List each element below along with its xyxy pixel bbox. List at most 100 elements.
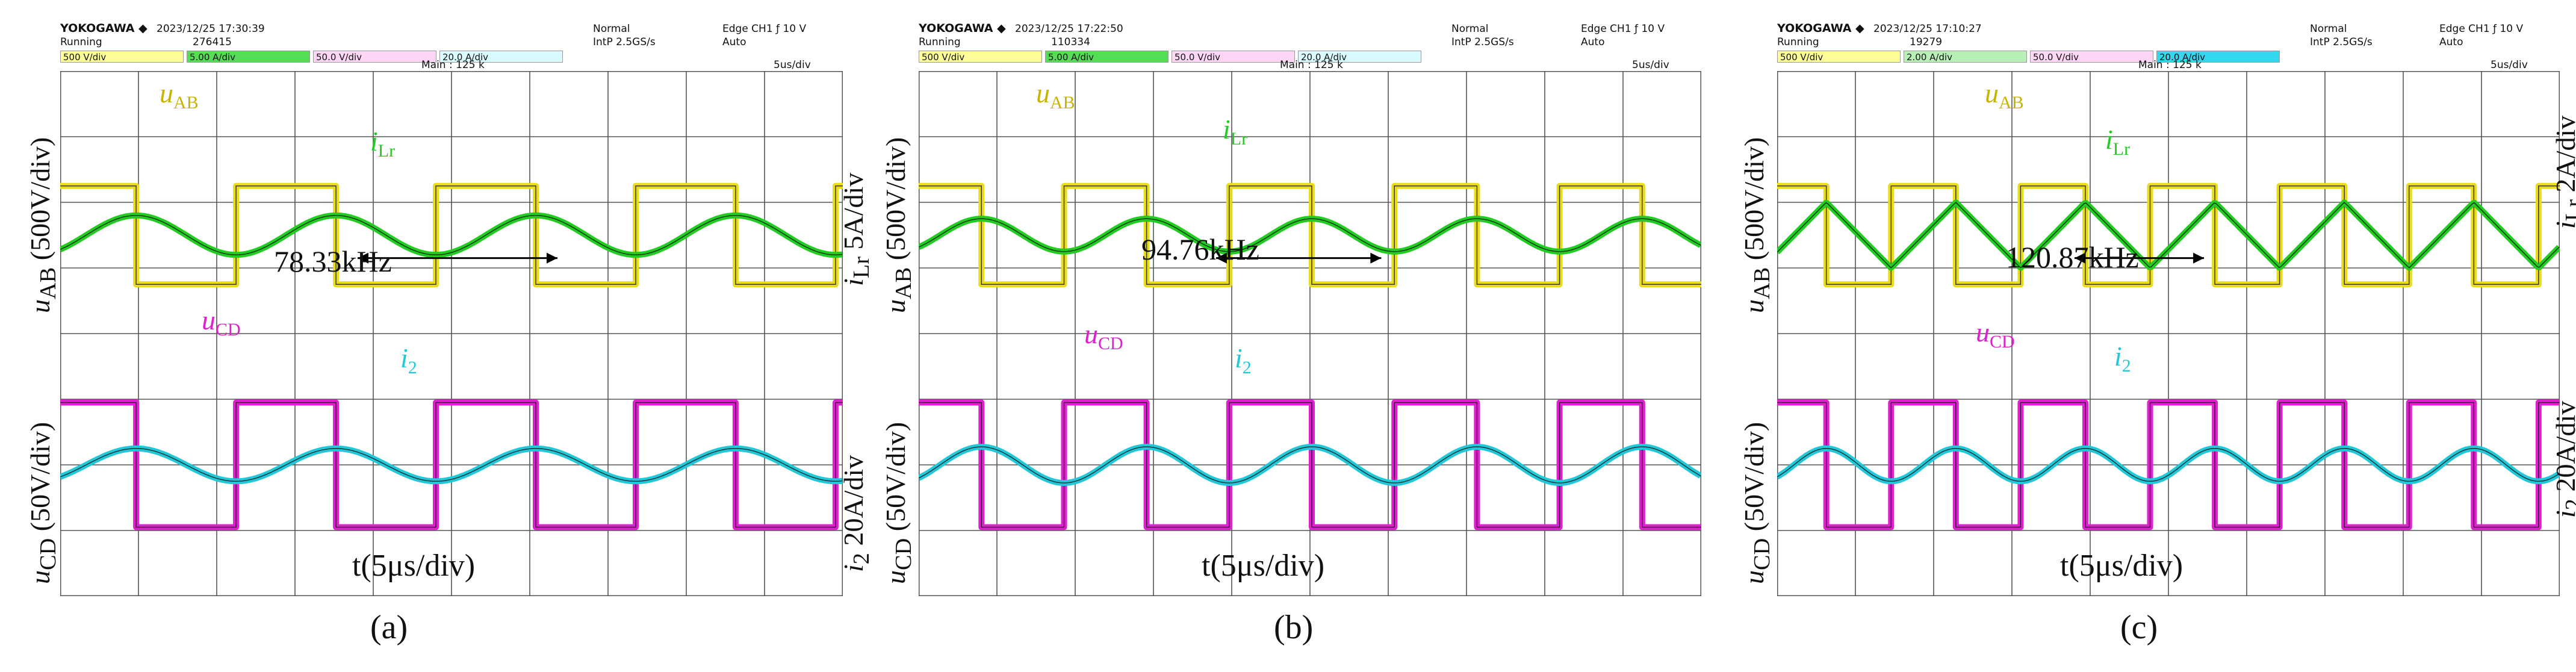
frequency-label: 94.76kHz bbox=[1141, 232, 1259, 266]
frequency-label: 120.87kHz bbox=[2006, 240, 2139, 274]
scope-header: YOKOGAWA ◆ 2023/12/25 17:22:50 Running 1… bbox=[919, 18, 1701, 71]
uab-trace-label: uAB bbox=[1036, 78, 1075, 113]
brand-logo: YOKOGAWA ◆ bbox=[919, 22, 1006, 35]
period-arrow-left-head bbox=[2075, 252, 2085, 264]
series-iLr-centerline bbox=[60, 215, 843, 255]
ch2-scale-box: 5.00 A/div bbox=[1045, 51, 1169, 63]
series-iLr-centerline bbox=[919, 218, 1701, 252]
ch2-scale-box: 2.00 A/div bbox=[1904, 51, 2027, 63]
panel-label: (a) bbox=[370, 609, 408, 646]
acq-mode: Normal bbox=[593, 23, 630, 35]
trigger-auto: Auto bbox=[1581, 36, 1605, 48]
waveform-plot bbox=[60, 71, 843, 596]
ucd-axis-label: uCD (50V/div) bbox=[880, 422, 917, 584]
i2-trace-label: i2 bbox=[400, 343, 417, 378]
sample-rate: IntP 2.5GS/s bbox=[593, 36, 656, 48]
series-uCD-centerline bbox=[60, 402, 843, 528]
waveform-plot bbox=[919, 71, 1701, 596]
i2-trace-label: i2 bbox=[2114, 341, 2131, 376]
main-record-length: Main : 125 k bbox=[421, 59, 485, 71]
period-arrow-right-head bbox=[2193, 252, 2205, 264]
sample-rate: IntP 2.5GS/s bbox=[2310, 36, 2373, 48]
ch2-scale-box: 5.00 A/div bbox=[187, 51, 310, 63]
ucd-trace-label: uCD bbox=[1084, 319, 1123, 354]
panel-label: (b) bbox=[1274, 609, 1314, 646]
uab-axis-label: uAB (500V/div) bbox=[25, 137, 61, 313]
i2-trace-label: i2 bbox=[1235, 343, 1252, 378]
scope-header: YOKOGAWA ◆ 2023/12/25 17:10:27 Running 1… bbox=[1777, 18, 2560, 71]
ilr-axis-label: iLr 2A/div bbox=[2550, 115, 2576, 229]
period-arrow-right-head bbox=[546, 252, 557, 264]
ucd-axis-label: uCD (50V/div) bbox=[1739, 422, 1775, 584]
panel-label: (c) bbox=[2120, 609, 2158, 646]
trigger-auto: Auto bbox=[2439, 36, 2463, 48]
trigger-setting: Edge CH1 ƒ 10 V bbox=[722, 23, 807, 35]
brand-logo: YOKOGAWA ◆ bbox=[1777, 22, 1864, 35]
trigger-setting: Edge CH1 ƒ 10 V bbox=[1581, 23, 1665, 35]
trigger-auto: Auto bbox=[722, 36, 746, 48]
series-i2-centerline bbox=[919, 446, 1701, 484]
uab-trace-label: uAB bbox=[1985, 78, 2024, 113]
ch4-scale-box: 20.0 A/div bbox=[439, 51, 563, 63]
uab-axis-label: uAB (500V/div) bbox=[1739, 137, 1775, 313]
acq-mode: Normal bbox=[2310, 23, 2347, 35]
acq-mode: Normal bbox=[1451, 23, 1489, 35]
x-axis-label: t(5μs/div) bbox=[1202, 549, 1325, 583]
frequency-label: 78.33kHz bbox=[274, 244, 392, 278]
series-uAB-centerline bbox=[919, 185, 1701, 285]
ucd-trace-label: uCD bbox=[202, 305, 241, 340]
status-text: Running bbox=[919, 36, 961, 48]
timebase-readout: 5us/div bbox=[2491, 59, 2528, 71]
timestamp: 2023/12/25 17:30:39 bbox=[157, 23, 265, 35]
uab-trace-label: uAB bbox=[160, 78, 199, 113]
uab-axis-label: uAB (500V/div) bbox=[880, 137, 917, 313]
oscilloscope-screen: YOKOGAWA ◆ 2023/12/25 17:10:27 Running 1… bbox=[1777, 18, 2560, 596]
period-arrow-left-head bbox=[358, 252, 368, 264]
ilr-axis-label: iLr 5A/div bbox=[838, 172, 875, 286]
trigger-setting: Edge CH1 ƒ 10 V bbox=[2439, 23, 2524, 35]
i2-axis-label: i2 20A/div bbox=[2550, 400, 2576, 518]
timebase-readout: 5us/div bbox=[1632, 59, 1669, 71]
acq-count: 276415 bbox=[193, 36, 232, 48]
ch1-scale-box: 500 V/div bbox=[1777, 51, 1901, 63]
ucd-axis-label: uCD (50V/div) bbox=[25, 422, 61, 584]
acq-count: 110334 bbox=[1051, 36, 1090, 48]
scope-panel-b: YOKOGAWA ◆ 2023/12/25 17:22:50 Running 1… bbox=[838, 0, 1717, 672]
ch4-scale-box: 20.0 A/div bbox=[1298, 51, 1421, 63]
ch3-scale-box: 50.0 V/div bbox=[313, 51, 436, 63]
series-uCD-centerline bbox=[1777, 402, 2560, 528]
ilr-trace-label: iLr bbox=[370, 126, 396, 161]
series-uCD-centerline bbox=[919, 402, 1701, 528]
ch1-scale-box: 500 V/div bbox=[60, 51, 184, 63]
series-i2-centerline bbox=[1777, 448, 2560, 482]
period-arrow-left-head bbox=[1216, 252, 1227, 264]
timestamp: 2023/12/25 17:22:50 bbox=[1015, 23, 1123, 35]
timestamp: 2023/12/25 17:10:27 bbox=[1873, 23, 1982, 35]
i2-axis-label: i2 20A/div bbox=[838, 455, 875, 572]
ucd-trace-label: uCD bbox=[1976, 317, 2015, 352]
acq-count: 19279 bbox=[1910, 36, 1943, 48]
status-text: Running bbox=[60, 36, 102, 48]
series-iLr-centerline bbox=[1777, 202, 2560, 269]
brand-logo: YOKOGAWA ◆ bbox=[60, 22, 147, 35]
scope-header: YOKOGAWA ◆ 2023/12/25 17:30:39 Running 2… bbox=[60, 18, 843, 71]
timebase-readout: 5us/div bbox=[774, 59, 811, 71]
sample-rate: IntP 2.5GS/s bbox=[1451, 36, 1514, 48]
main-record-length: Main : 125 k bbox=[1280, 59, 1343, 71]
waveform-plot bbox=[1777, 71, 2560, 596]
main-record-length: Main : 125 k bbox=[2138, 59, 2202, 71]
period-arrow-right-head bbox=[1370, 252, 1382, 264]
x-axis-label: t(5μs/div) bbox=[2060, 549, 2183, 583]
status-text: Running bbox=[1777, 36, 1819, 48]
series-i2-centerline bbox=[60, 448, 843, 482]
oscilloscope-screen: YOKOGAWA ◆ 2023/12/25 17:30:39 Running 2… bbox=[60, 18, 843, 596]
scope-panel-a: YOKOGAWA ◆ 2023/12/25 17:30:39 Running 2… bbox=[0, 0, 858, 672]
ch3-scale-box: 50.0 V/div bbox=[2030, 51, 2153, 63]
ch1-scale-box: 500 V/div bbox=[919, 51, 1042, 63]
ilr-trace-label: iLr bbox=[1223, 114, 1248, 149]
series-uAB-centerline bbox=[60, 185, 843, 285]
ch4-scale-box: 20.0 A/div bbox=[2156, 51, 2280, 63]
scope-panel-c: YOKOGAWA ◆ 2023/12/25 17:10:27 Running 1… bbox=[1717, 0, 2576, 672]
ilr-trace-label: iLr bbox=[2105, 124, 2131, 160]
ch3-scale-box: 50.0 V/div bbox=[1172, 51, 1295, 63]
